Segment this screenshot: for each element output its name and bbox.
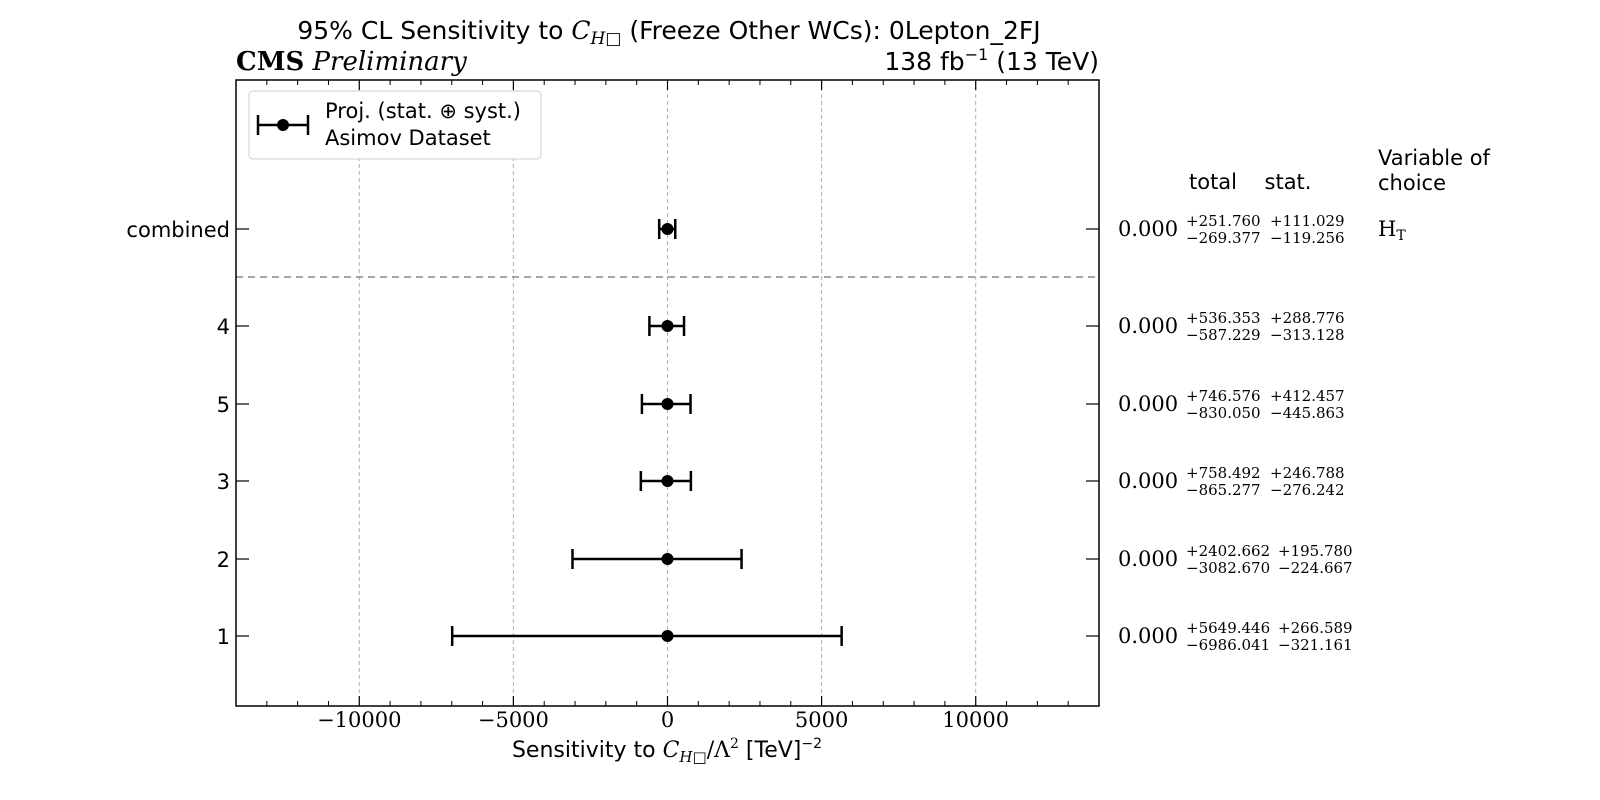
legend-box	[248, 90, 542, 160]
x-tick-label: 10000	[942, 708, 1009, 732]
total-minus-value: −865.277	[1186, 481, 1261, 499]
column-header-stat: stat.	[1265, 170, 1312, 194]
stat-plus-value: +111.029	[1270, 212, 1345, 230]
stat-plus-value: +195.780	[1278, 542, 1353, 560]
legend-marker	[277, 119, 289, 131]
total-plus-value: +251.760	[1186, 212, 1261, 230]
legend-label-line2: Asimov Dataset	[325, 126, 491, 150]
luminosity-label: 138 fb−1 (13 TeV)	[884, 45, 1099, 76]
total-minus-value: −3082.670	[1186, 559, 1270, 577]
y-tick-label: 1	[217, 625, 230, 649]
best-fit-value: 0.000	[1118, 624, 1178, 648]
y-tick-label: 5	[217, 393, 230, 417]
axis-ticks: −10000 −5000 0 5000 10000 combined 4 5 3 2 1	[126, 80, 1100, 732]
side-values-table: 0.000 +251.760−269.377 +111.029−119.256 HT 0…	[1118, 212, 1406, 654]
stat-plus-value: +246.788	[1270, 464, 1345, 482]
column-header-variable-line2: choice	[1378, 171, 1446, 195]
data-point	[661, 398, 674, 410]
legend: Proj. (stat. ⊕ syst.) Asimov Dataset	[248, 90, 542, 160]
data-point	[661, 475, 674, 487]
data-point	[661, 320, 674, 332]
stat-minus-value: −313.128	[1270, 326, 1345, 344]
stat-minus-value: −321.161	[1278, 636, 1353, 654]
y-tick-label: 3	[217, 470, 230, 494]
x-tick-label: 0	[661, 708, 674, 732]
total-minus-value: −269.377	[1186, 229, 1261, 247]
total-plus-value: +5649.446	[1186, 619, 1270, 637]
y-tick-label: combined	[126, 218, 230, 242]
column-header-total: total	[1189, 170, 1237, 194]
stat-plus-value: +288.776	[1270, 309, 1345, 327]
best-fit-value: 0.000	[1118, 314, 1178, 338]
stat-minus-value: −224.667	[1278, 559, 1353, 577]
x-tick-label: 5000	[795, 708, 848, 732]
stat-plus-value: +266.589	[1278, 619, 1353, 637]
total-plus-value: +536.353	[1186, 309, 1261, 327]
variable-of-choice: HT	[1378, 217, 1406, 244]
x-axis-label: Sensitivity to CH□/Λ2 [TeV]−2	[512, 736, 822, 766]
stat-minus-value: −445.863	[1270, 404, 1345, 422]
chart-title: 95% CL Sensitivity to CH□ (Freeze Other …	[297, 16, 1040, 49]
column-header-variable-line1: Variable of	[1378, 146, 1491, 170]
grid	[358, 80, 977, 706]
total-minus-value: −6986.041	[1186, 636, 1270, 654]
data-point	[661, 630, 674, 642]
data-point	[661, 223, 674, 235]
total-minus-value: −587.229	[1186, 326, 1261, 344]
best-fit-value: 0.000	[1118, 469, 1178, 493]
data-points	[450, 219, 843, 646]
y-tick-label: 4	[217, 315, 230, 339]
best-fit-value: 0.000	[1118, 547, 1178, 571]
best-fit-value: 0.000	[1118, 217, 1178, 241]
y-tick-label: 2	[217, 548, 230, 572]
experiment-label: CMS Preliminary	[236, 47, 467, 77]
total-plus-value: +2402.662	[1186, 542, 1270, 560]
plot-frame	[235, 79, 1100, 707]
total-plus-value: +758.492	[1186, 464, 1261, 482]
best-fit-value: 0.000	[1118, 392, 1178, 416]
stat-plus-value: +412.457	[1270, 387, 1345, 405]
total-minus-value: −830.050	[1186, 404, 1261, 422]
stat-minus-value: −119.256	[1270, 229, 1345, 247]
x-tick-label: −5000	[478, 708, 549, 732]
total-plus-value: +746.576	[1186, 387, 1261, 405]
data-point	[661, 553, 674, 565]
stat-minus-value: −276.242	[1270, 481, 1345, 499]
legend-label-line1: Proj. (stat. ⊕ syst.)	[325, 99, 521, 123]
x-tick-label: −10000	[317, 708, 401, 732]
